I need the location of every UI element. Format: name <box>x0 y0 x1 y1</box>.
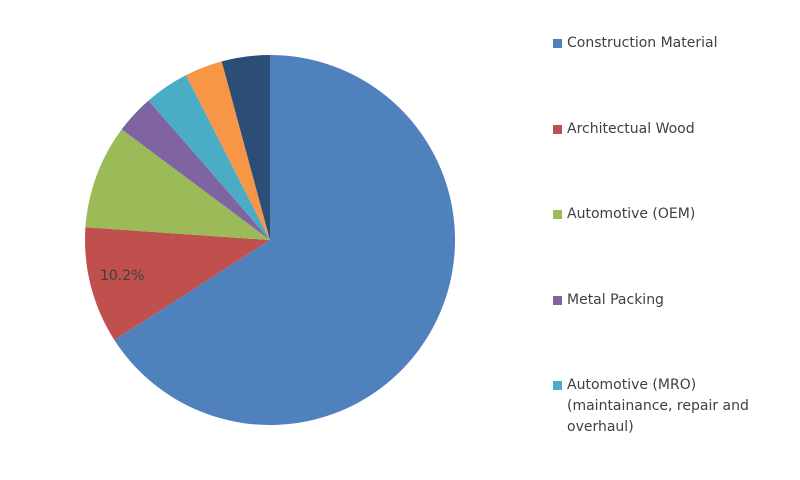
pie-slice <box>85 129 271 240</box>
legend-entry: Automotive (OEM) <box>553 204 783 225</box>
legend-label: Metal Packing <box>567 291 664 308</box>
pie-slice <box>85 227 270 341</box>
pie-slice <box>186 61 270 241</box>
legend-swatch <box>553 124 562 134</box>
legend-label: Automotive (MRO) (maintainance, repair a… <box>567 377 749 435</box>
legend-entry: Construction Material <box>553 33 783 54</box>
legend-entry: Architectual Wood <box>553 119 783 140</box>
legend-swatch <box>553 210 562 219</box>
legend-label: Architectual Wood <box>567 120 695 137</box>
pie-slice <box>114 55 455 426</box>
data-label: 10.2% <box>100 268 144 284</box>
legend-swatch <box>553 381 562 390</box>
legend-label: Automotive (OEM) <box>567 206 696 222</box>
pie-slice <box>148 75 270 241</box>
pie-slice <box>221 55 270 240</box>
legend-swatch <box>553 39 562 48</box>
legend-label: Construction Material <box>567 35 718 51</box>
pie-slice <box>121 100 270 240</box>
legend-entry: Metal Packing <box>553 290 783 311</box>
legend-swatch <box>553 295 562 305</box>
legend-entry: Automotive (MRO) (maintainance, repair a… <box>553 375 783 438</box>
